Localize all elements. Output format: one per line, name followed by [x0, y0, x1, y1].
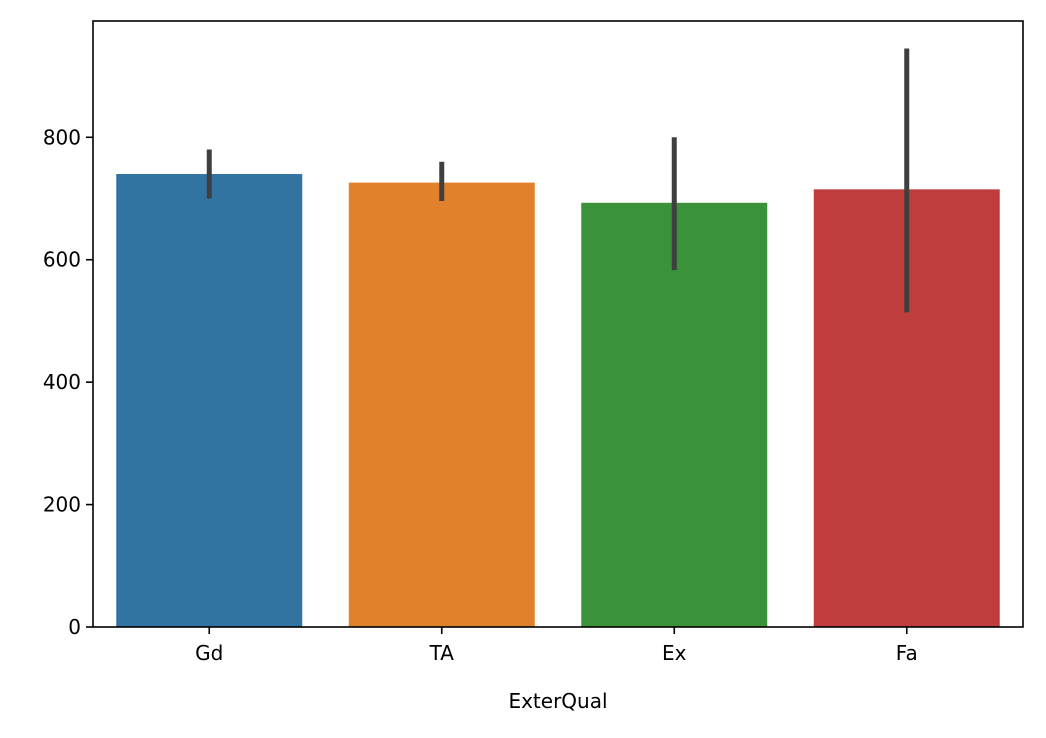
y-tick-label: 600 — [43, 248, 81, 272]
bar-ex — [581, 202, 768, 628]
bars-layer — [116, 174, 1000, 628]
x-tick-label: Fa — [896, 641, 918, 665]
x-tick-label: Ex — [662, 641, 687, 665]
y-tick-label: 800 — [43, 125, 81, 149]
bar-gd — [116, 174, 303, 627]
y-tick-label: 400 — [43, 370, 81, 394]
plot-frame — [92, 20, 1024, 628]
x-axis: Gd TA Ex Fa — [195, 627, 918, 665]
x-tick-label: Gd — [195, 641, 223, 665]
x-axis-label: ExterQual — [508, 689, 607, 713]
y-axis: 0 200 400 600 800 — [43, 125, 93, 639]
error-bars-layer — [206, 48, 910, 313]
y-tick-label: 0 — [68, 615, 81, 639]
y-tick-label: 200 — [43, 493, 81, 517]
bar-ta — [348, 182, 535, 627]
x-tick-label: TA — [429, 641, 455, 665]
